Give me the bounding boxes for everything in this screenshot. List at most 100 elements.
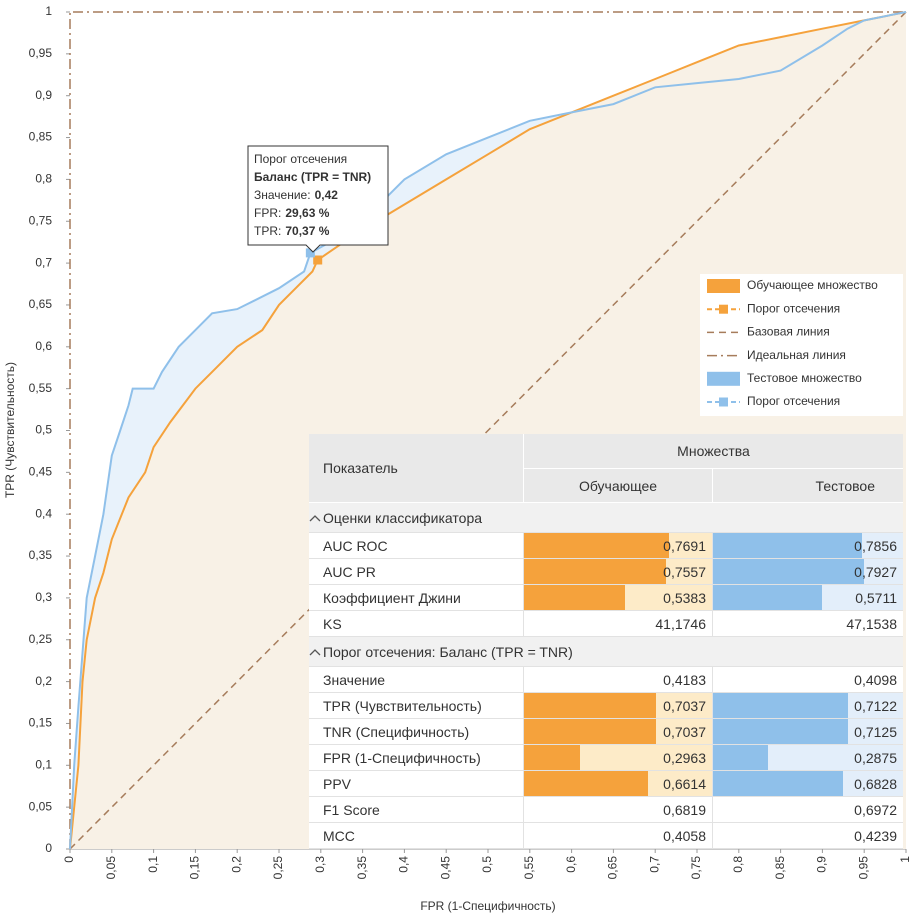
header-column: Обучающее <box>524 469 713 502</box>
tooltip-label: Значение: <box>254 188 311 202</box>
y-tick-label: 0,75 <box>29 213 53 227</box>
value-cell: 0,7691 <box>524 533 713 558</box>
x-tick-label: 0,7 <box>647 856 661 873</box>
tooltip-line: FPR: 29,63 % <box>254 206 330 220</box>
section-title: Порог отсечения: Баланс (TPR = TNR) <box>323 643 573 660</box>
value-label: 0,7125 <box>854 723 897 740</box>
y-tick-label: 0,05 <box>29 799 53 813</box>
y-tick-label: 0,95 <box>29 46 53 60</box>
row-name: KS <box>309 611 524 636</box>
roc-curve <box>69 11 907 850</box>
x-tick-label: 0,5 <box>480 856 494 873</box>
value-bar <box>713 559 864 584</box>
value-bar <box>524 719 657 744</box>
row-name: F1 Score <box>309 797 524 822</box>
legend-label: Базовая линия <box>747 325 830 339</box>
row-name: TNR (Специфичность) <box>309 719 524 744</box>
value-label: 0,7691 <box>663 537 706 554</box>
row-name: PPV <box>309 771 524 796</box>
value-label: 0,7037 <box>663 723 706 740</box>
y-tick-label: 0,2 <box>35 674 52 688</box>
value-cell: 0,6614 <box>524 771 713 796</box>
legend-swatch <box>707 279 740 293</box>
value-bar <box>713 771 843 796</box>
value-cell: 0,7927 <box>713 559 903 584</box>
row-name: TPR (Чувствительность) <box>309 693 524 718</box>
x-tick-label: 0,8 <box>731 856 745 873</box>
row-name: Коэффициент Джини <box>309 585 524 610</box>
value-cell: 0,4058 <box>524 823 713 848</box>
tooltip-value: 29,63 % <box>285 206 329 220</box>
collapse-icon[interactable] <box>309 514 321 522</box>
value-label: 41,1746 <box>655 615 706 632</box>
row-name: MCC <box>309 823 524 848</box>
tooltip-line: TPR: 70,37 % <box>254 224 330 238</box>
table-row: Коэффициент Джини 0,5383 0,5711 <box>309 585 903 611</box>
value-cell: 0,4239 <box>713 823 903 848</box>
value-cell: 0,7125 <box>713 719 903 744</box>
metrics-table: Показатель Множества Обучающее Тестовое Оцен… <box>309 434 903 849</box>
value-cell: 0,6972 <box>713 797 903 822</box>
y-tick-label: 1 <box>45 4 52 18</box>
value-bar <box>713 719 849 744</box>
x-tick-label: 0,95 <box>856 856 870 880</box>
x-tick-label: 0,15 <box>188 856 202 880</box>
y-tick-label: 0,45 <box>29 465 53 479</box>
value-cell: 0,5383 <box>524 585 713 610</box>
x-tick-label: 0,9 <box>815 856 829 873</box>
legend-label: Идеальная линия <box>747 348 846 362</box>
tooltip-label: FPR: <box>254 206 281 220</box>
value-cell: 0,2875 <box>713 745 903 770</box>
x-tick-label: 0,55 <box>522 856 536 880</box>
legend-label: Тестовое множество <box>747 371 862 385</box>
value-cell: 0,7856 <box>713 533 903 558</box>
x-tick-label: 0,3 <box>313 856 327 873</box>
legend-swatch <box>719 397 728 407</box>
y-tick-label: 0,1 <box>35 757 52 771</box>
table-row: TNR (Специфичность) 0,7037 0,7125 <box>309 719 903 745</box>
value-cell: 0,4183 <box>524 667 713 692</box>
y-tick-label: 0,7 <box>35 255 52 269</box>
value-bar <box>524 559 667 584</box>
value-cell: 0,7037 <box>524 719 713 744</box>
legend-label: Обучающее множество <box>747 278 878 292</box>
y-tick-label: 0,4 <box>35 506 52 520</box>
row-name: AUC ROC <box>309 533 524 558</box>
y-tick-label: 0 <box>45 841 52 855</box>
value-bar <box>524 533 669 558</box>
reference-line <box>69 11 907 850</box>
x-tick-label: 0,35 <box>355 856 369 880</box>
y-tick-label: 0,25 <box>29 632 53 646</box>
value-label: 0,6828 <box>854 775 897 792</box>
y-tick-label: 0,9 <box>35 88 52 102</box>
value-bar <box>524 585 626 610</box>
y-tick-label: 0,35 <box>29 548 53 562</box>
collapse-icon[interactable] <box>309 648 321 656</box>
value-bar <box>713 693 849 718</box>
tooltip-title: Порог отсечения <box>254 152 347 166</box>
value-bar <box>713 533 863 558</box>
header-group: Множества <box>524 434 903 469</box>
legend-label: Порог отсечения <box>747 394 840 408</box>
row-name: Значение <box>309 667 524 692</box>
header-column: Тестовое <box>815 477 875 494</box>
y-tick-label: 0,85 <box>29 130 53 144</box>
value-cell: 41,1746 <box>524 611 713 636</box>
value-bar <box>524 771 649 796</box>
value-cell: 0,6819 <box>524 797 713 822</box>
header-columns: Обучающее Тестовое <box>524 469 903 502</box>
cutoff-point <box>305 248 315 258</box>
y-axis-title: TPR (Чувствительность) <box>3 362 17 498</box>
x-tick-label: 0,2 <box>229 856 243 873</box>
header-groups: Множества Обучающее Тестовое <box>524 434 903 502</box>
value-bar <box>713 585 822 610</box>
x-tick-label: 0 <box>62 856 76 863</box>
y-tick-label: 0,6 <box>35 339 52 353</box>
value-cell: 0,6828 <box>713 771 903 796</box>
tooltip-line: Значение: 0,42 <box>254 188 338 202</box>
y-tick-label: 0,5 <box>35 423 52 437</box>
section-row: Оценки классификатора <box>309 503 903 533</box>
row-name: FPR (1-Специфичность) <box>309 745 524 770</box>
x-tick-label: 0,6 <box>564 856 578 873</box>
